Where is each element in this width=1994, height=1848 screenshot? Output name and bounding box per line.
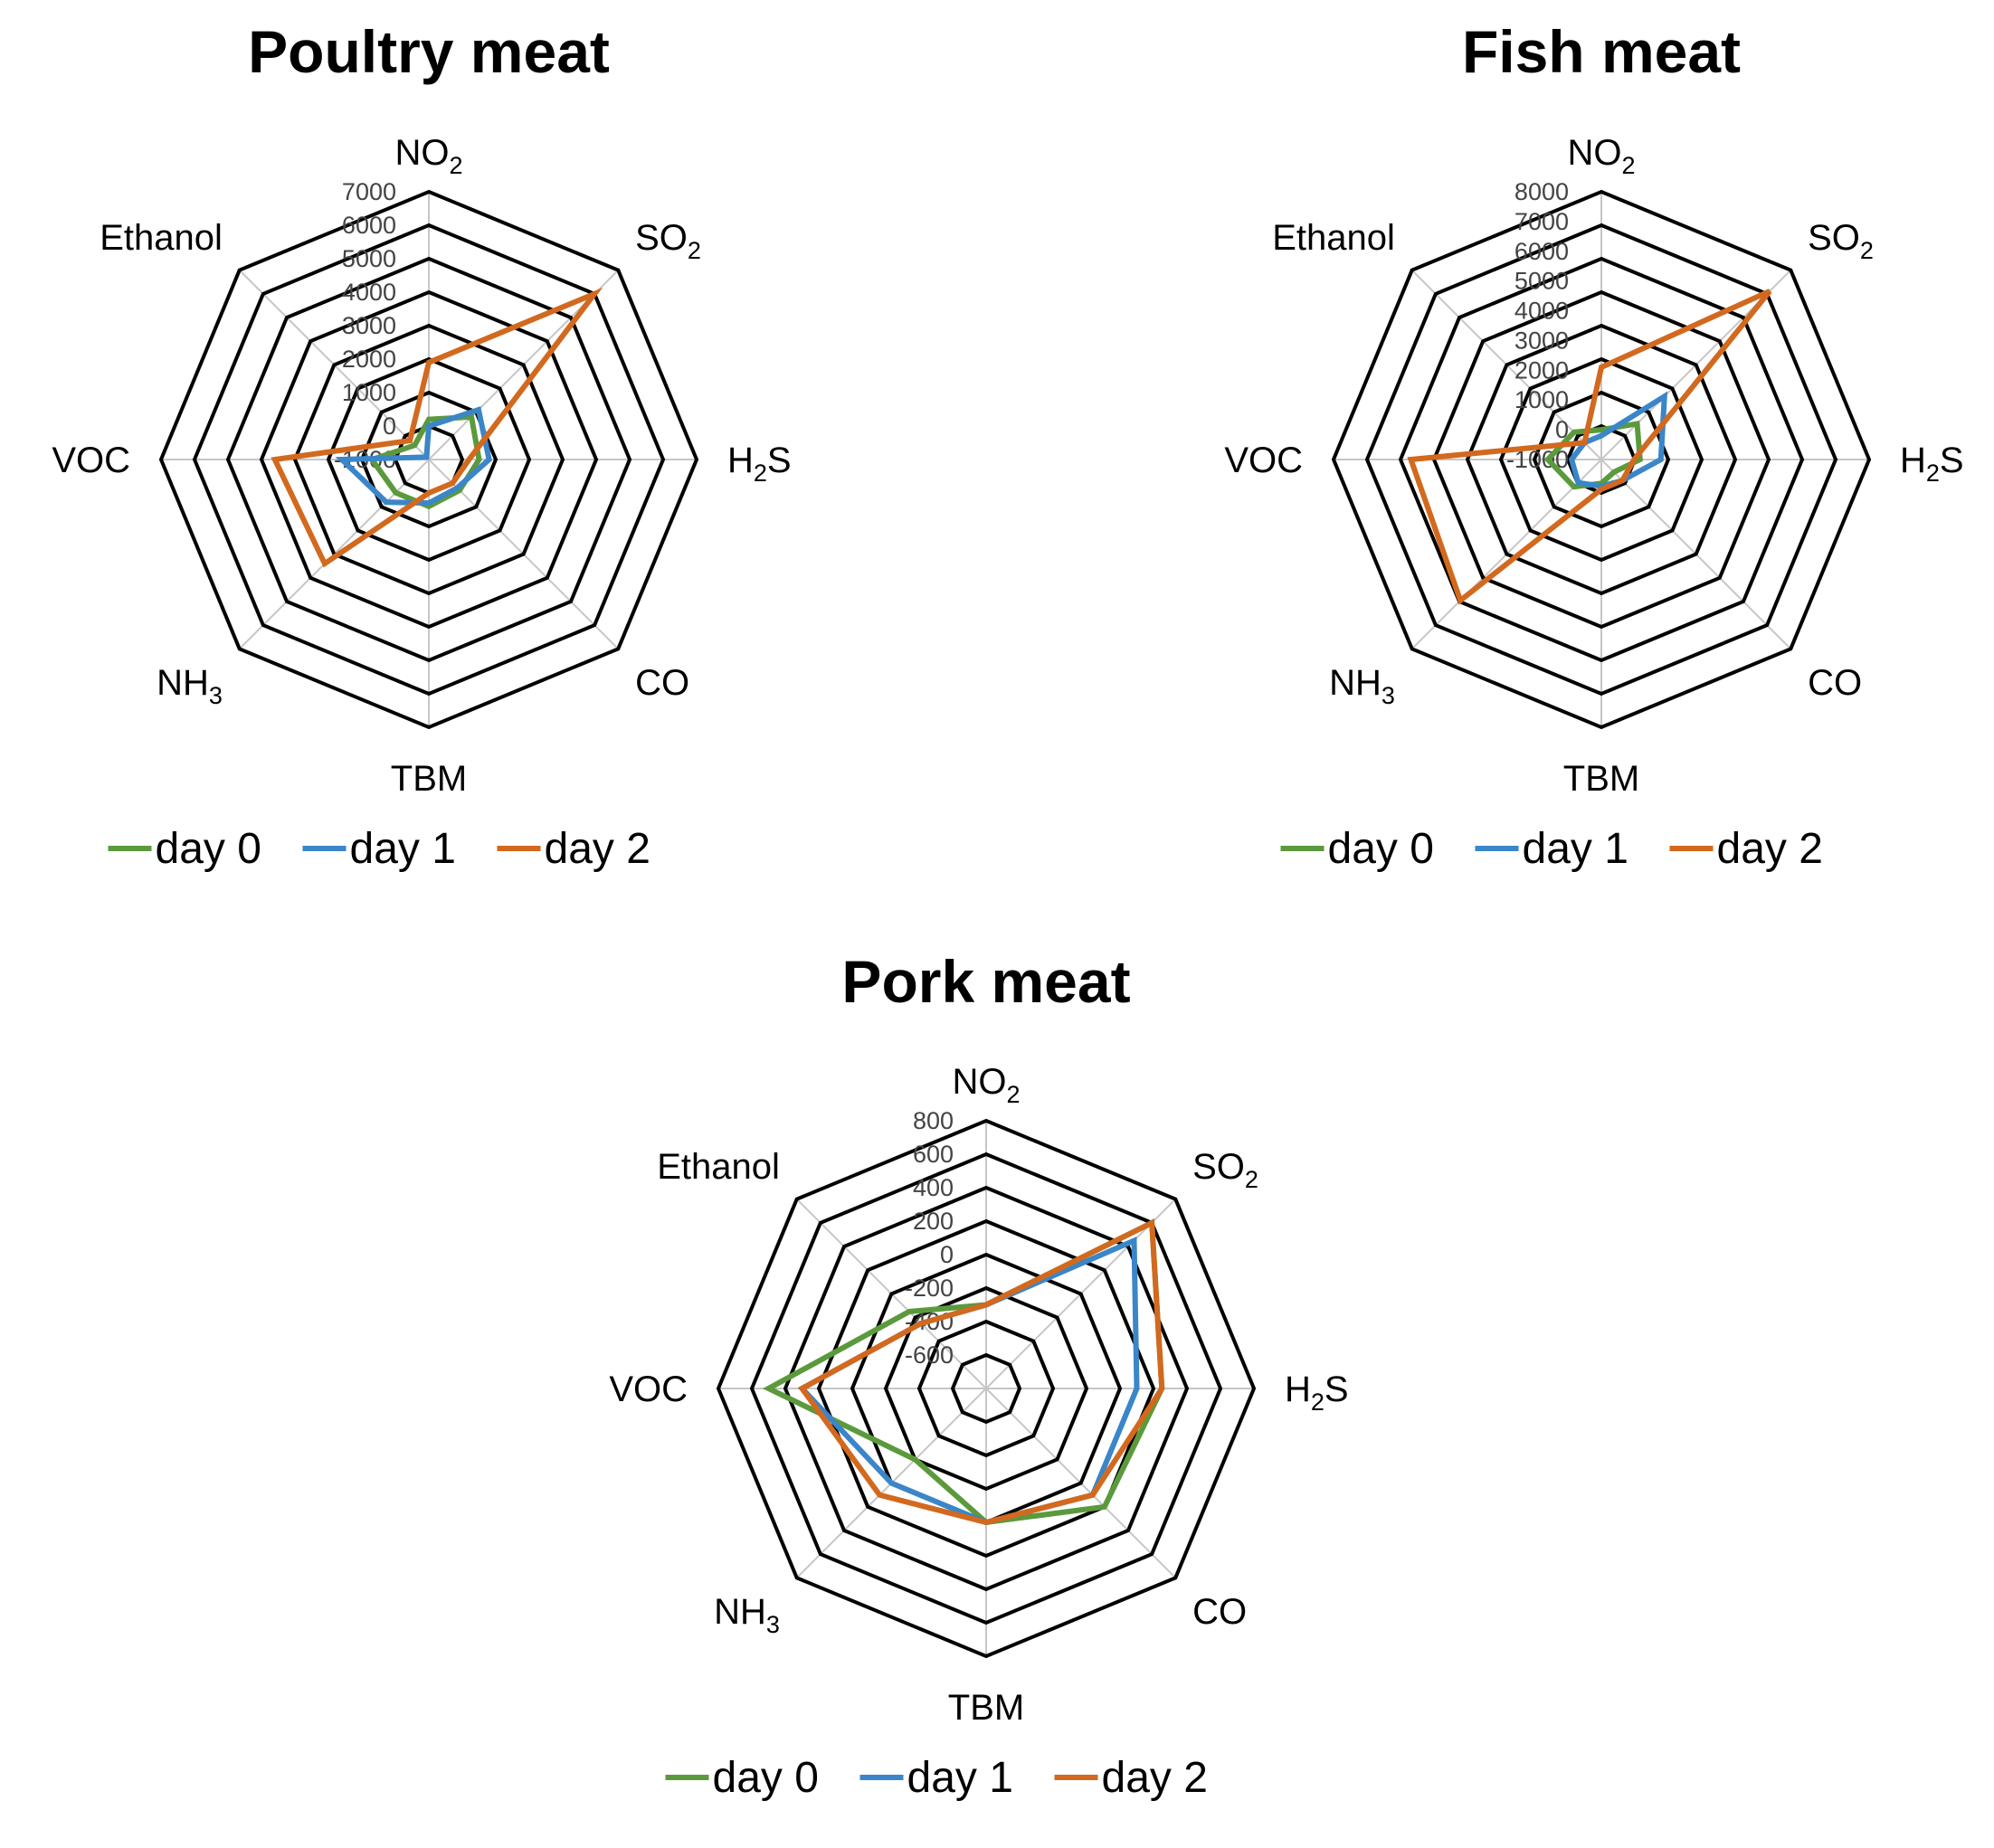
axis-label-so2: SO2 xyxy=(1808,218,1874,264)
tick-label: -600 xyxy=(905,1341,954,1369)
axis-label-ethanol: Ethanol xyxy=(1272,218,1395,258)
tick-label: 5000 xyxy=(342,245,396,272)
fish-meat-series-day-2 xyxy=(1407,289,1772,605)
axis-label-no2: NO2 xyxy=(1567,133,1635,179)
tick-label: 3000 xyxy=(342,312,396,339)
tick-label: 7000 xyxy=(1514,208,1569,235)
grid-ring xyxy=(1364,223,1838,697)
pork-meat-legend: day 0 day 1 day 2 xyxy=(665,1754,1208,1802)
tick-label: 4000 xyxy=(1514,298,1569,325)
tick-label: 200 xyxy=(913,1208,954,1235)
tick-label: 4000 xyxy=(342,279,396,306)
axis-label-no2: NO2 xyxy=(952,1062,1020,1108)
tick-label: 5000 xyxy=(1514,268,1569,295)
axis-label-co: CO xyxy=(635,663,689,703)
pork-meat-chart: Pork meat-600-400-2000200400600800NO2SO2… xyxy=(609,948,1348,1802)
tick-label: 6000 xyxy=(1514,238,1569,265)
axis-label-voc: VOC xyxy=(1224,441,1303,480)
axis-label-no2: NO2 xyxy=(394,133,462,179)
tick-label: 400 xyxy=(913,1174,954,1201)
axis-label-nh3: NH3 xyxy=(157,663,223,709)
axis-label-nh3: NH3 xyxy=(714,1592,780,1638)
grid-ring xyxy=(259,289,599,630)
poultry-meat-legend: day 0 day 1 day 2 xyxy=(108,825,650,873)
axis-label-tbm: TBM xyxy=(391,759,467,799)
grid-ring xyxy=(716,1118,1257,1659)
axis-label-tbm: TBM xyxy=(948,1688,1024,1728)
tick-label: 0 xyxy=(1555,416,1569,443)
legend-label: day 2 xyxy=(545,825,650,873)
tick-label: -200 xyxy=(905,1275,954,1302)
poultry-meat-title: Poultry meat xyxy=(248,18,610,85)
grid-ring xyxy=(326,356,532,563)
axis-label-so2: SO2 xyxy=(1192,1147,1258,1193)
axis-label-voc: VOC xyxy=(52,441,130,480)
legend-label: day 1 xyxy=(907,1754,1013,1802)
grid-ring xyxy=(1532,390,1671,529)
poultry-meat-series-day-1 xyxy=(335,406,492,507)
grid-ring xyxy=(225,256,632,663)
legend-label: day 0 xyxy=(1328,825,1434,873)
pork-meat-series-day-2 xyxy=(798,1218,1165,1526)
tick-label: 1000 xyxy=(342,379,396,406)
axis-label-h2s: H2S xyxy=(1900,441,1964,487)
grid-ring xyxy=(292,323,565,596)
fish-meat-series-day-0 xyxy=(1543,420,1643,490)
tick-label: 0 xyxy=(383,412,396,440)
legend-label: day 1 xyxy=(1523,825,1628,873)
grid-ring xyxy=(1331,189,1872,730)
legend-label: day 1 xyxy=(350,825,456,873)
fish-meat-chart: Fish meat-100001000200030004000500060007… xyxy=(1224,18,1963,873)
tick-label: 8000 xyxy=(1514,178,1569,205)
grid-ring xyxy=(749,1151,1223,1625)
grid-ring xyxy=(816,1218,1156,1559)
fish-meat-title: Fish meat xyxy=(1462,18,1741,85)
tick-label: 800 xyxy=(913,1107,954,1134)
tick-label: 0 xyxy=(940,1241,954,1268)
tick-label: 6000 xyxy=(342,212,396,239)
axis-label-h2s: H2S xyxy=(727,441,792,487)
tick-label: 1000 xyxy=(1514,386,1569,413)
grid-ring xyxy=(950,1352,1022,1425)
fish-meat-series-day-1 xyxy=(1568,391,1668,489)
grid-ring xyxy=(783,1185,1190,1592)
axis-label-voc: VOC xyxy=(609,1369,688,1409)
grid-ring xyxy=(192,223,666,697)
grid-ring xyxy=(883,1285,1089,1492)
fish-meat-legend: day 0 day 1 day 2 xyxy=(1280,825,1823,873)
tick-label: 2000 xyxy=(1514,356,1569,384)
poultry-meat-series-day-2 xyxy=(271,287,603,568)
grid-ring xyxy=(1431,289,1771,630)
legend-label: day 2 xyxy=(1102,1754,1208,1802)
axis-label-so2: SO2 xyxy=(635,218,701,264)
tick-label: 3000 xyxy=(1514,327,1569,354)
grid-ring xyxy=(1465,323,1738,596)
axis-label-ethanol: Ethanol xyxy=(100,218,223,258)
tick-label: 600 xyxy=(913,1141,954,1168)
poultry-meat-chart: Poultry meat-100001000200030004000500060… xyxy=(52,18,791,873)
pork-meat-title: Pork meat xyxy=(841,948,1130,1015)
grid-ring xyxy=(158,189,699,730)
tick-label: 2000 xyxy=(342,346,396,373)
poultry-meat-series-day-0 xyxy=(367,413,482,510)
axis-label-co: CO xyxy=(1808,663,1862,703)
axis-label-nh3: NH3 xyxy=(1329,663,1395,709)
legend-label: day 0 xyxy=(713,1754,819,1802)
tick-label: 7000 xyxy=(342,178,396,205)
axis-label-h2s: H2S xyxy=(1285,1369,1349,1416)
axis-label-co: CO xyxy=(1192,1592,1247,1632)
axis-label-ethanol: Ethanol xyxy=(657,1147,780,1187)
legend-label: day 0 xyxy=(156,825,261,873)
axis-label-tbm: TBM xyxy=(1563,759,1639,799)
grid-ring xyxy=(1498,356,1704,563)
grid-ring xyxy=(916,1319,1056,1458)
legend-label: day 2 xyxy=(1717,825,1823,873)
grid-ring xyxy=(1398,256,1805,663)
